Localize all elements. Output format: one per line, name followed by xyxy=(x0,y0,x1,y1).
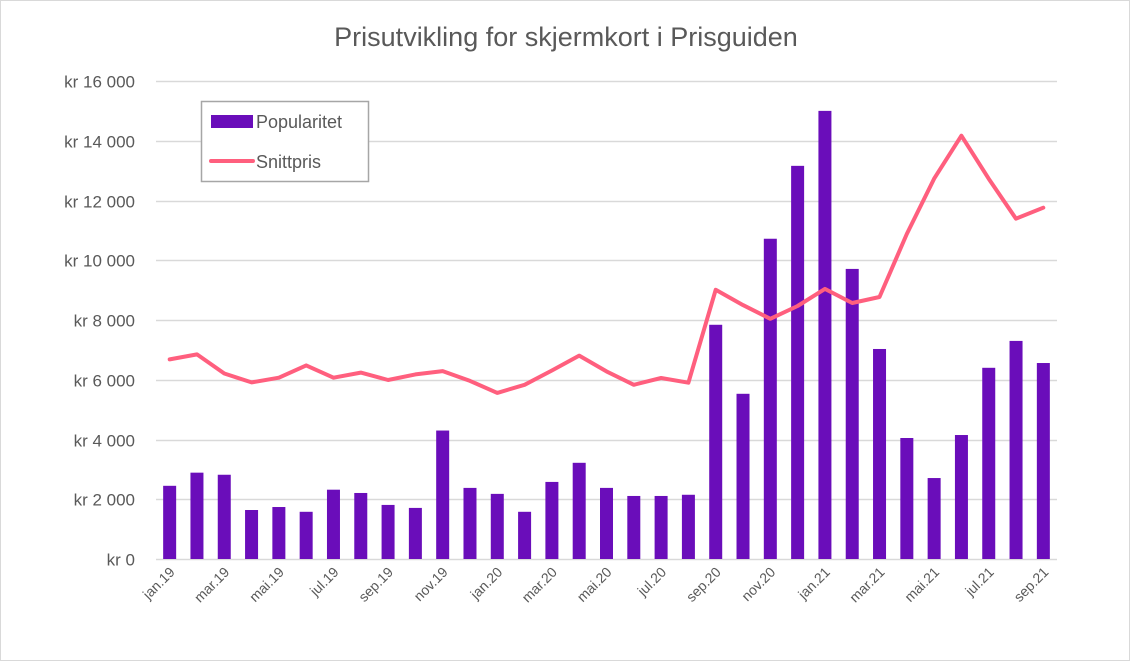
bar-popularitet-des.20 xyxy=(791,166,804,559)
legend-swatch-popularitet xyxy=(211,115,253,128)
bar-popularitet-jul.21 xyxy=(982,368,995,559)
x-tick-label: sep.19 xyxy=(355,564,396,605)
bar-popularitet-jun.20 xyxy=(627,496,640,559)
x-tick-label: jul.20 xyxy=(634,564,670,600)
bar-popularitet-jun.21 xyxy=(955,435,968,559)
x-tick-label: jan.20 xyxy=(466,564,505,603)
bar-popularitet-mar.21 xyxy=(873,349,886,559)
bar-popularitet-jan.19 xyxy=(163,486,176,559)
bar-popularitet-mai.21 xyxy=(928,478,941,559)
bar-popularitet-feb.21 xyxy=(846,269,859,559)
x-tick-label: mai.21 xyxy=(901,564,942,605)
x-tick-label: mar.19 xyxy=(191,564,233,606)
legend-label-popularitet: Popularitet xyxy=(256,112,342,132)
y-tick-label: kr 16 000 xyxy=(64,73,135,92)
x-tick-label: mar.20 xyxy=(518,564,560,606)
bar-popularitet-jan.20 xyxy=(491,494,504,559)
x-tick-label: mai.20 xyxy=(574,564,615,605)
legend-label-snittpris: Snittpris xyxy=(256,152,321,172)
x-tick-label: jan.19 xyxy=(139,564,178,603)
bar-popularitet-okt.19 xyxy=(409,508,422,559)
x-tick-label: jan.21 xyxy=(794,564,833,603)
y-tick-label: kr 4 000 xyxy=(74,432,135,451)
bar-popularitet-aug.21 xyxy=(1010,341,1023,559)
bar-popularitet-mai.19 xyxy=(272,507,285,559)
x-tick-label: nov.20 xyxy=(738,564,778,604)
bar-popularitet-sep.21 xyxy=(1037,363,1050,559)
bar-popularitet-aug.19 xyxy=(354,493,367,559)
bar-popularitet-apr.21 xyxy=(900,438,913,559)
x-tick-label: nov.19 xyxy=(410,564,450,604)
x-tick-label: sep.21 xyxy=(1010,564,1051,605)
y-tick-label: kr 12 000 xyxy=(64,193,135,212)
y-tick-label: kr 10 000 xyxy=(64,252,135,271)
bar-popularitet-sep.19 xyxy=(382,505,395,559)
x-tick-label: mai.19 xyxy=(246,564,287,605)
bar-popularitet-des.19 xyxy=(463,488,476,559)
legend: Popularitet Snittpris xyxy=(202,102,369,182)
bar-popularitet-okt.20 xyxy=(737,394,750,559)
chart-title: Prisutvikling for skjermkort i Prisguide… xyxy=(334,22,798,52)
y-axis-tick-labels: kr 0 kr 2 000 kr 4 000 kr 6 000 kr 8 000 kr 1… xyxy=(64,73,135,570)
bar-popularitet-feb.20 xyxy=(518,512,531,559)
bar-popularitet-mar.19 xyxy=(218,475,231,559)
bar-popularitet-apr.19 xyxy=(245,510,258,559)
x-axis-tick-labels: jan.19 mar.19 mai.19 jul.19 sep.19 nov.19 jan.… xyxy=(139,564,1052,606)
y-tick-label: kr 2 000 xyxy=(74,491,135,510)
bar-popularitet-jul.19 xyxy=(327,490,340,559)
bar-popularitet-jan.21 xyxy=(818,111,831,559)
y-tick-label: kr 8 000 xyxy=(74,312,135,331)
bar-popularitet-jul.20 xyxy=(655,496,668,559)
bar-popularitet-nov.19 xyxy=(436,431,449,559)
bar-popularitet-aug.20 xyxy=(682,495,695,559)
x-tick-label: sep.20 xyxy=(683,564,724,605)
bar-popularitet-feb.19 xyxy=(190,473,203,559)
bar-popularitet-jun.19 xyxy=(300,512,313,559)
x-tick-label: jul.21 xyxy=(961,564,997,600)
bar-popularitet-sep.20 xyxy=(709,325,722,559)
bar-popularitet-nov.20 xyxy=(764,239,777,559)
x-tick-label: jul.19 xyxy=(306,564,342,600)
x-tick-label: mar.21 xyxy=(846,564,888,606)
y-tick-label: kr 6 000 xyxy=(74,372,135,391)
y-tick-label: kr 14 000 xyxy=(64,133,135,152)
bar-popularitet-apr.20 xyxy=(573,463,586,559)
y-tick-label: kr 0 xyxy=(107,551,135,570)
bar-popularitet-mai.20 xyxy=(600,488,613,559)
bar-popularitet-mar.20 xyxy=(545,482,558,559)
